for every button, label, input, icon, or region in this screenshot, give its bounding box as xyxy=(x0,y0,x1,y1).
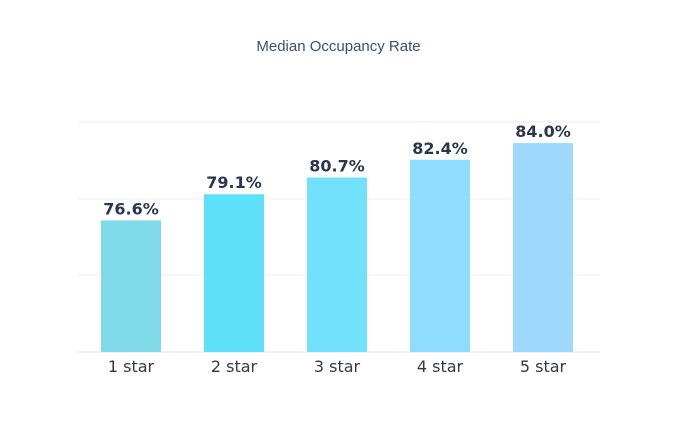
data-label-4: 82.4% xyxy=(412,139,468,158)
x-tick-label-5: 5 star xyxy=(520,357,567,376)
data-label-5: 84.0% xyxy=(515,122,571,141)
data-label-2: 79.1% xyxy=(206,173,262,192)
bar-2 xyxy=(204,194,264,352)
bar-1 xyxy=(101,220,161,352)
x-tick-label-4: 4 star xyxy=(417,357,464,376)
chart-title: Median Occupancy Rate xyxy=(256,38,421,55)
bar-3 xyxy=(307,177,367,352)
x-tick-label-3: 3 star xyxy=(314,357,361,376)
bar-4 xyxy=(410,159,470,352)
bar-5 xyxy=(513,143,573,352)
x-tick-label-2: 2 star xyxy=(211,357,258,376)
x-tick-label-1: 1 star xyxy=(108,357,155,376)
data-label-1: 76.6% xyxy=(103,199,159,218)
data-label-3: 80.7% xyxy=(309,157,365,176)
